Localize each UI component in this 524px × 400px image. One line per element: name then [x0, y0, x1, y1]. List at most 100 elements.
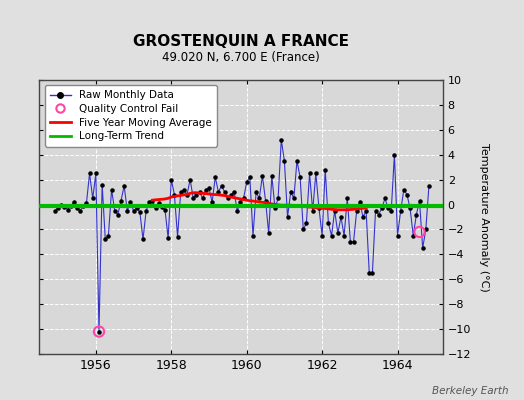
Point [217, 183, 226, 189]
Point [104, 232, 113, 239]
Point [353, 208, 361, 214]
Point [79, 202, 88, 209]
Point [54, 205, 62, 212]
Point [107, 186, 116, 193]
Point [394, 232, 402, 239]
Point [230, 189, 238, 195]
Point [180, 186, 188, 193]
Point [142, 208, 150, 214]
Point [76, 208, 84, 214]
Point [277, 136, 286, 143]
Point [390, 152, 399, 158]
Point [293, 158, 301, 164]
Point [365, 270, 374, 276]
Point [302, 220, 311, 226]
Point [167, 176, 176, 183]
Point [170, 191, 179, 198]
Point [372, 208, 380, 214]
Point [199, 195, 207, 202]
Point [95, 328, 103, 335]
Point [258, 173, 267, 179]
Point [92, 170, 100, 177]
Point [381, 195, 389, 202]
Point [214, 189, 223, 195]
Point [283, 214, 292, 220]
Point [208, 199, 216, 205]
Point [243, 179, 251, 185]
Point [95, 328, 103, 335]
Point [155, 200, 163, 206]
Point [189, 195, 198, 202]
Point [274, 195, 282, 202]
Point [265, 230, 273, 236]
Point [158, 204, 166, 210]
Point [400, 186, 408, 193]
Text: 49.020 N, 6.700 E (France): 49.020 N, 6.700 E (France) [162, 52, 320, 64]
Point [346, 239, 355, 245]
Point [70, 199, 78, 205]
Point [236, 199, 245, 205]
Text: GROSTENQUIN A FRANCE: GROSTENQUIN A FRANCE [133, 34, 349, 50]
Point [183, 191, 191, 198]
Point [177, 189, 185, 195]
Point [375, 211, 383, 218]
Point [356, 199, 364, 205]
Point [409, 232, 418, 239]
Point [249, 232, 257, 239]
Point [145, 199, 154, 205]
Point [343, 195, 352, 202]
Point [350, 239, 358, 245]
Point [378, 205, 386, 212]
Point [299, 226, 308, 233]
Point [261, 198, 270, 204]
Point [412, 211, 421, 218]
Point [312, 170, 320, 177]
Point [114, 211, 122, 218]
Point [246, 174, 254, 180]
Point [337, 214, 345, 220]
Point [224, 195, 232, 202]
Point [387, 208, 396, 214]
Y-axis label: Temperature Anomaly (°C): Temperature Anomaly (°C) [479, 143, 489, 291]
Point [328, 232, 336, 239]
Point [340, 232, 348, 239]
Point [67, 202, 75, 209]
Point [192, 191, 201, 198]
Point [406, 205, 414, 212]
Point [368, 270, 377, 276]
Point [315, 205, 323, 212]
Point [126, 199, 135, 205]
Point [202, 186, 210, 193]
Point [397, 208, 405, 214]
Point [57, 201, 66, 208]
Point [296, 174, 304, 180]
Point [255, 195, 264, 202]
Point [239, 195, 248, 202]
Point [133, 205, 141, 212]
Point [173, 234, 182, 240]
Point [73, 205, 81, 212]
Point [151, 205, 160, 212]
Point [331, 208, 339, 214]
Point [117, 198, 125, 204]
Point [268, 173, 276, 179]
Point [148, 198, 157, 204]
Point [89, 195, 97, 202]
Point [221, 189, 229, 195]
Point [51, 208, 59, 214]
Point [384, 205, 392, 212]
Point [422, 226, 430, 233]
Point [305, 170, 314, 177]
Point [227, 191, 235, 198]
Point [98, 182, 106, 188]
Point [129, 208, 138, 214]
Point [416, 229, 424, 235]
Point [359, 214, 367, 220]
Point [416, 198, 424, 204]
Point [403, 191, 411, 198]
Point [186, 176, 194, 183]
Point [318, 232, 326, 239]
Point [425, 183, 433, 189]
Point [362, 208, 370, 214]
Point [82, 200, 91, 206]
